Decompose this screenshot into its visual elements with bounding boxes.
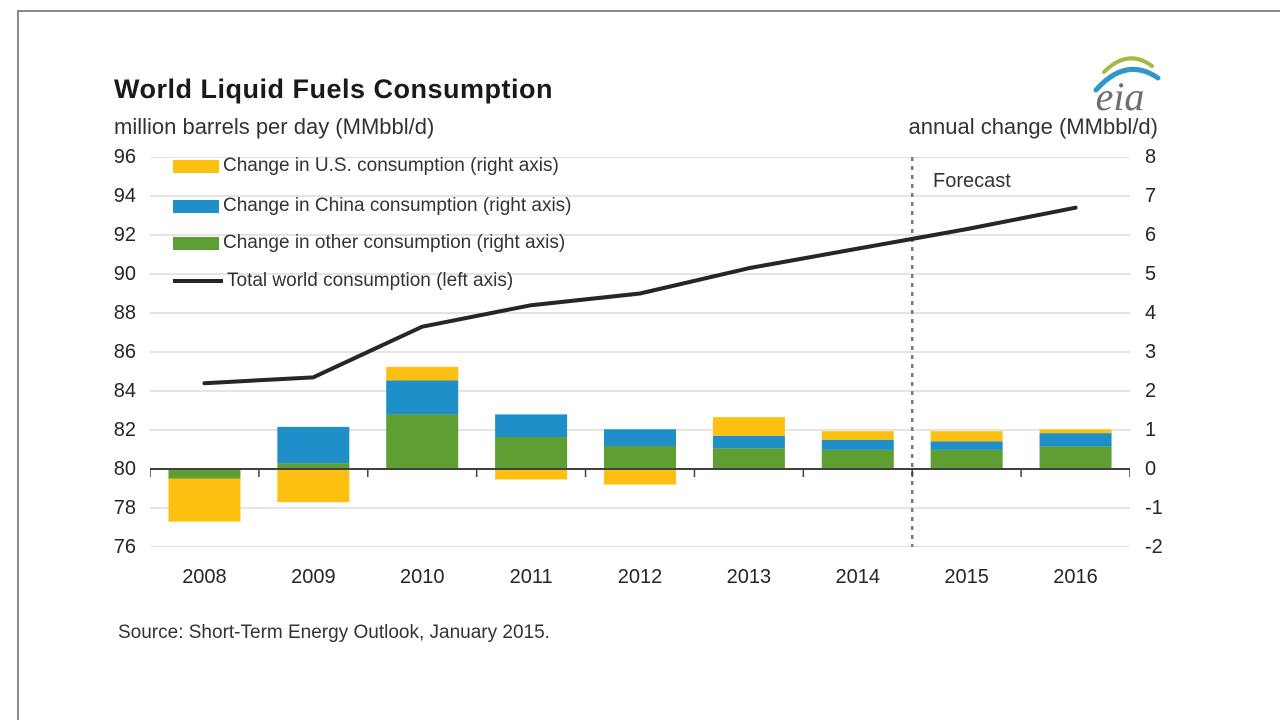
bar-2008-other [168, 469, 241, 479]
legend-label-china: Change in China consumption (right axis) [223, 195, 572, 216]
bar-2014-us [821, 431, 894, 440]
legend-item-china: Change in China consumption (right axis) [173, 195, 572, 217]
left-axis-tick-84: 84 [113, 380, 136, 402]
x-axis-label-2012: 2012 [617, 566, 663, 588]
bar-2013-us [712, 417, 785, 436]
legend-label-total: Total world consumption (left axis) [227, 270, 514, 291]
eia-logo-text: eia [1096, 74, 1145, 116]
bar-2008-us [168, 478, 241, 522]
right-axis-title: annual change (MMbbl/d) [908, 114, 1158, 139]
legend-label-other: Change in other consumption (right axis) [223, 232, 566, 253]
bar-2013-china [712, 435, 785, 449]
bar-2016-china [1039, 433, 1112, 447]
left-axis-tick-92: 92 [113, 224, 136, 246]
left-axis-tick-94: 94 [113, 185, 136, 207]
bar-2013-other [712, 448, 785, 469]
legend-swatch-other [173, 236, 219, 250]
eia-logo: eia [1093, 56, 1161, 116]
left-axis-tick-96: 96 [113, 146, 136, 168]
right-axis-tick-0: 0 [1145, 458, 1157, 480]
x-axis-label-2008: 2008 [182, 566, 227, 588]
right-axis-tick-7: 7 [1145, 185, 1157, 207]
forecast-label: Forecast [933, 170, 1011, 192]
legend-label-us: Change in U.S. consumption (right axis) [223, 155, 559, 176]
x-axis-label-2015: 2015 [944, 566, 989, 588]
left-axis-tick-86: 86 [113, 341, 136, 363]
bar-2010-other [386, 414, 459, 469]
right-axis-tick-6: 6 [1145, 224, 1157, 246]
left-axis-title: million barrels per day (MMbbl/d) [114, 114, 435, 139]
x-axis-label-2010: 2010 [399, 566, 445, 588]
source-note: Source: Short-Term Energy Outlook, Janua… [118, 622, 550, 643]
right-axis-tick-4: 4 [1145, 302, 1157, 324]
legend-swatch-china [173, 199, 219, 213]
bar-2014-china [821, 439, 894, 450]
legend-swatch-total [173, 279, 223, 283]
bar-2011-other [495, 437, 568, 469]
window-border-left [17, 10, 19, 720]
x-axis-label-2014: 2014 [835, 566, 881, 588]
bar-2010-us [386, 366, 459, 381]
bar-2012-us [604, 469, 676, 485]
right-axis-tick--2: -2 [1145, 536, 1163, 558]
x-axis-label-2011: 2011 [509, 566, 553, 588]
right-axis-tick-2: 2 [1145, 380, 1157, 402]
bar-2012-china [604, 429, 676, 446]
bar-2016-us [1039, 429, 1112, 434]
bar-2014-other [821, 449, 894, 469]
bar-2015-us [930, 431, 1003, 442]
bar-2011-us [495, 469, 568, 480]
bar-2009-other [277, 463, 350, 469]
eia-logo-blue-arc [1093, 67, 1161, 93]
bar-2015-china [930, 441, 1003, 450]
x-axis-label-2016: 2016 [1053, 566, 1098, 588]
right-axis-tick--1: -1 [1145, 497, 1163, 519]
window-border-top [17, 10, 1280, 12]
bar-2009-us [277, 469, 350, 503]
bar-2015-other [930, 449, 1003, 469]
x-axis-label-2013: 2013 [726, 566, 772, 588]
legend-item-other: Change in other consumption (right axis) [173, 232, 565, 254]
right-axis-tick-3: 3 [1145, 341, 1157, 363]
left-axis-tick-80: 80 [113, 458, 136, 480]
total-world-consumption-line [202, 205, 1078, 386]
bar-2011-china [495, 414, 568, 438]
x-axis-label-2009: 2009 [291, 566, 336, 588]
left-axis-tick-78: 78 [113, 497, 136, 519]
legend-swatch-us [173, 159, 219, 173]
plot-svg [150, 157, 1130, 547]
right-axis-tick-5: 5 [1145, 263, 1157, 285]
legend-item-total: Total world consumption (left axis) [173, 270, 513, 292]
left-axis-tick-76: 76 [113, 536, 136, 558]
left-axis-tick-82: 82 [113, 419, 136, 441]
chart-title: World Liquid Fuels Consumption [114, 74, 553, 104]
bar-2016-other [1039, 446, 1112, 469]
right-axis-tick-1: 1 [1145, 419, 1157, 441]
right-axis-tick-8: 8 [1145, 146, 1157, 168]
legend-item-us: Change in U.S. consumption (right axis) [173, 155, 559, 177]
bar-2010-china [386, 380, 459, 415]
left-axis-tick-88: 88 [113, 302, 136, 324]
bar-2009-china [277, 426, 350, 464]
left-axis-tick-90: 90 [113, 263, 136, 285]
eia-logo-green-arc [1102, 56, 1154, 74]
bar-2012-other [604, 445, 676, 469]
